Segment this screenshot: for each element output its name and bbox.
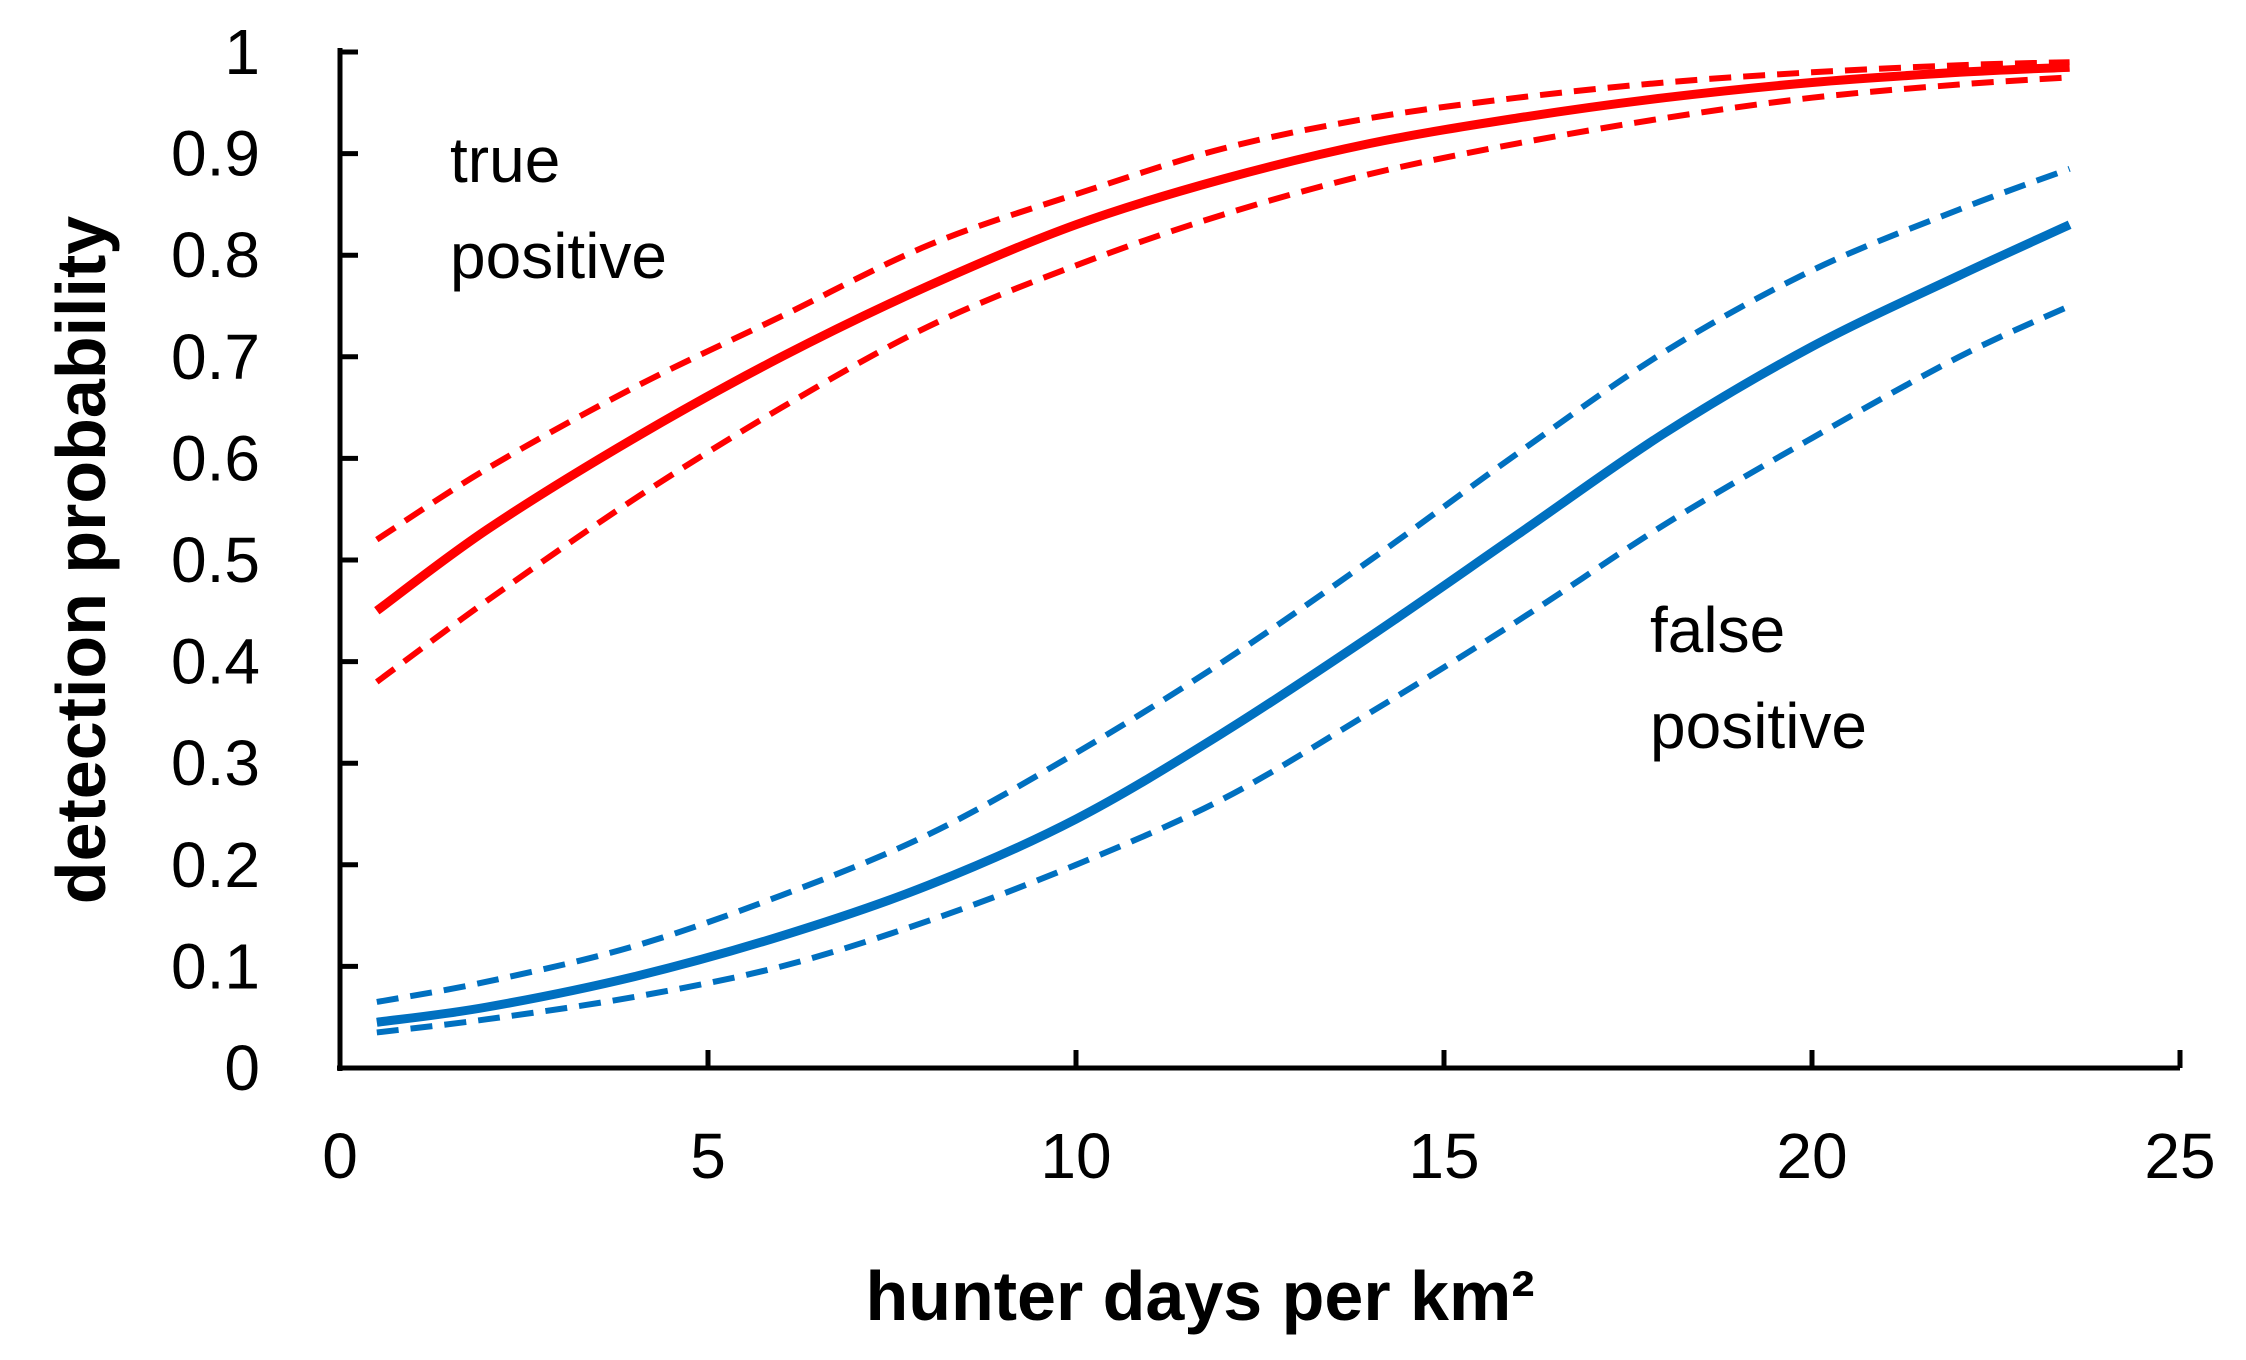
y-tick-label: 0 [224,1032,260,1104]
series-layer [374,59,2072,1036]
x-tick-label: 10 [1040,1120,1111,1192]
x-tick-label: 25 [2144,1120,2215,1192]
y-tick-label: 0.7 [171,321,260,393]
false-positive-ci-line [376,303,2071,1036]
x-axis-title: hunter days per km² [865,1257,1534,1335]
y-tick-label: 0.1 [171,930,260,1002]
false-positive-estimate-line [376,220,2072,1027]
annotation-false-positive-line1: false [1650,594,1785,666]
true-positive-ci-line [375,59,2070,543]
y-tick-label: 0.2 [171,829,260,901]
y-tick-label: 1 [224,16,260,88]
y-tick-label: 0.9 [171,118,260,190]
true-positive-ci-line [375,74,2070,685]
axes [337,48,2180,1071]
y-tick-label: 0.8 [171,219,260,291]
x-tick-label: 15 [1408,1120,1479,1192]
y-tick-label: 0.5 [171,524,260,596]
y-tick-label: 0.3 [171,727,260,799]
annotation-false-positive-line2: positive [1650,690,1867,762]
y-axis-title: detection probability [42,216,120,904]
ticks: 0 5 10 15 20 25 0 0.1 0.2 0.3 0.4 0.5 0.6 0.7 0.8 0.9 1 [171,16,2216,1192]
x-tick-label: 5 [690,1120,726,1192]
false-positive-ci-line [376,165,2071,1005]
annotations: true positive false positive [450,124,1867,762]
annotation-true-positive-line1: true [450,124,560,196]
x-tick-label: 0 [322,1120,358,1192]
y-tick-label: 0.4 [171,626,260,698]
annotation-true-positive-line2: positive [450,220,667,292]
y-tick-label: 0.6 [171,422,260,494]
x-tick-label: 20 [1776,1120,1847,1192]
true-positive-estimate-line [374,62,2070,615]
